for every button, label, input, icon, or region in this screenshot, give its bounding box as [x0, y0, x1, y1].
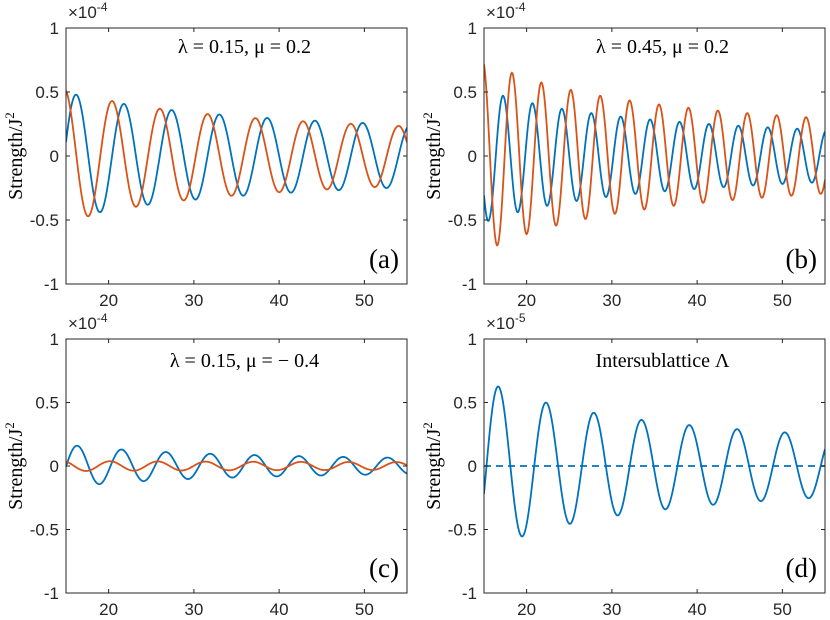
panel-label-d: (d) [786, 553, 817, 583]
y-exponent-power-c: -4 [97, 311, 108, 325]
y-tick-label-b: 0.5 [453, 83, 477, 102]
x-tick-label-c: 40 [270, 600, 289, 619]
x-tick-label-b: 50 [773, 291, 792, 310]
y-axis-label-b: Strength/J2 [420, 112, 445, 200]
y-tick-label-d: -1 [462, 584, 477, 603]
panel-label-a: (a) [369, 244, 399, 274]
x-tick-label-a: 30 [184, 291, 203, 310]
y-exponent-base-b: ×10 [486, 3, 515, 22]
y-exponent-base-d: ×10 [486, 314, 515, 333]
y-tick-label-d: -0.5 [448, 521, 477, 540]
y-tick-label-c: 0.5 [35, 394, 59, 413]
x-tick-label-d: 30 [602, 600, 621, 619]
series-line-a-orange [66, 90, 407, 218]
y-tick-label-d: 0 [468, 457, 477, 476]
x-tick-label-b: 20 [517, 291, 536, 310]
y-axis-label-sup-c: 2 [2, 422, 17, 429]
x-tick-label-c: 20 [99, 600, 118, 619]
panel-c: 20 30 40 50 -1 -0.5 0 0.5 1 ×10-4 Strength/J2 λ = 0… [2, 311, 408, 619]
series-line-b-orange [484, 64, 825, 247]
x-tick-label-b: 30 [602, 291, 621, 310]
y-tick-label-b: 1 [468, 19, 477, 38]
x-tick-label-b: 40 [688, 291, 707, 310]
y-exponent-power-d: -5 [515, 311, 526, 325]
y-exponent-label-c: ×10-4 [68, 311, 108, 333]
plot-area-a [66, 28, 407, 284]
y-axis-label-text-a: Strength/J [5, 118, 27, 199]
y-tick-label-a: -0.5 [30, 211, 59, 230]
y-tick-label-d: 0.5 [453, 394, 477, 413]
series-line-a-blue [66, 93, 407, 214]
y-axis-label-text-c: Strength/J [5, 428, 27, 509]
y-axis-label-c: Strength/J2 [2, 422, 27, 510]
y-exponent-label-b: ×10-4 [486, 0, 526, 22]
y-tick-label-d: 1 [468, 330, 477, 349]
panel-label-b: (b) [786, 244, 817, 274]
y-tick-label-c: -0.5 [30, 521, 59, 540]
series-line-c-blue [66, 444, 407, 486]
x-tick-label-d: 50 [773, 600, 792, 619]
x-tick-label-d: 40 [688, 600, 707, 619]
y-tick-label-c: 0 [50, 457, 59, 476]
x-tick-label-a: 20 [99, 291, 118, 310]
y-tick-label-b: 0 [468, 147, 477, 166]
y-tick-label-c: -1 [44, 584, 59, 603]
y-tick-label-b: -0.5 [448, 211, 477, 230]
y-tick-label-a: 0 [50, 147, 59, 166]
y-tick-label-b: -1 [462, 275, 477, 294]
y-tick-label-a: 0.5 [35, 83, 59, 102]
panel-a: 20 30 40 50 -1 -0.5 0 0.5 1 ×10-4 Strength/J2 λ = 0… [2, 0, 408, 310]
y-tick-label-a: -1 [44, 275, 59, 294]
y-tick-label-c: 1 [50, 330, 59, 349]
y-exponent-label-a: ×10-4 [68, 0, 108, 22]
annotation-a: λ = 0.15, μ = 0.2 [178, 36, 311, 58]
y-axis-label-d: Strength/J2 [420, 422, 445, 510]
series-line-d-intersublattice [484, 385, 825, 538]
y-exponent-base-c: ×10 [68, 314, 97, 333]
plot-area-c [66, 339, 407, 593]
y-exponent-label-d: ×10-5 [486, 311, 526, 333]
y-axis-label-sup-b: 2 [420, 112, 435, 119]
panel-d: 20 30 40 50 -1 -0.5 0 0.5 1 ×10-5 Strength/J2 Inter… [420, 311, 826, 619]
y-axis-label-text-b: Strength/J [423, 118, 445, 199]
y-axis-label-text-d: Strength/J [423, 428, 445, 509]
x-tick-label-a: 50 [355, 291, 374, 310]
y-axis-label-sup-a: 2 [2, 112, 17, 119]
y-exponent-base-a: ×10 [68, 3, 97, 22]
x-tick-label-d: 20 [517, 600, 536, 619]
x-tick-label-a: 40 [270, 291, 289, 310]
x-tick-label-c: 30 [184, 600, 203, 619]
y-axis-label-sup-d: 2 [420, 422, 435, 429]
x-tick-label-c: 50 [355, 600, 374, 619]
y-tick-label-a: 1 [50, 19, 59, 38]
y-exponent-power-a: -4 [97, 0, 108, 14]
panel-b: 20 30 40 50 -1 -0.5 0 0.5 1 ×10-4 Strength/J2 λ = 0… [420, 0, 826, 310]
annotation-c: λ = 0.15, μ = − 0.4 [170, 350, 319, 372]
y-axis-label-a: Strength/J2 [2, 112, 27, 200]
panel-label-c: (c) [369, 553, 399, 583]
annotation-b: λ = 0.45, μ = 0.2 [596, 36, 729, 58]
annotation-d: Intersublattice Λ [596, 350, 730, 372]
plot-area-b [484, 28, 825, 284]
series-line-c-orange [66, 460, 407, 472]
y-exponent-power-b: -4 [515, 0, 526, 14]
